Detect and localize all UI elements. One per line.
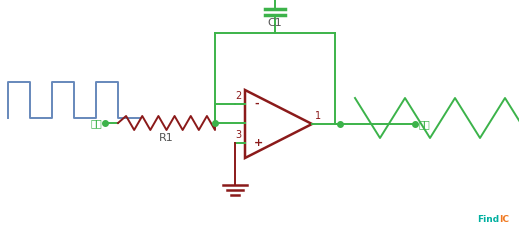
Text: 1: 1 — [315, 111, 321, 121]
Text: IC: IC — [499, 215, 509, 224]
Text: C1: C1 — [268, 18, 282, 28]
Text: -: - — [254, 99, 258, 109]
Text: 输入: 输入 — [90, 118, 102, 128]
Text: 3: 3 — [235, 130, 241, 140]
Text: 输出: 输出 — [419, 119, 431, 129]
Text: +: + — [254, 138, 263, 148]
Text: Find: Find — [477, 215, 499, 224]
Text: R1: R1 — [159, 133, 174, 143]
Text: 2: 2 — [235, 91, 241, 101]
